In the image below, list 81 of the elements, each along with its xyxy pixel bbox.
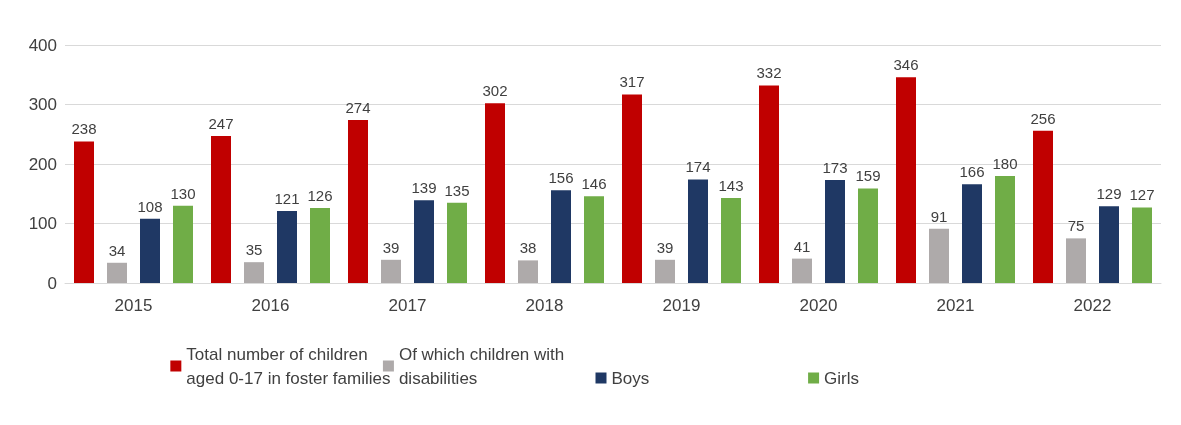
bar	[896, 77, 916, 283]
y-tick-label: 100	[28, 214, 57, 233]
bar	[995, 175, 1015, 283]
x-tick-label: 2016	[251, 296, 290, 315]
x-tick-label: 2020	[799, 296, 838, 315]
bar	[518, 260, 538, 283]
bar	[414, 200, 434, 283]
data-label: 332	[756, 64, 782, 82]
bar	[485, 103, 505, 283]
y-tick-label: 0	[47, 273, 57, 293]
bar	[74, 141, 94, 283]
x-tick-label: 2015	[114, 296, 153, 315]
bar	[381, 259, 401, 283]
data-label: 159	[855, 167, 881, 185]
bar	[107, 262, 127, 283]
bar	[858, 188, 878, 283]
data-label: 180	[992, 154, 1018, 172]
data-label: 274	[345, 98, 371, 116]
bar	[1066, 238, 1086, 283]
bar	[622, 94, 642, 283]
data-label: 156	[548, 169, 574, 187]
data-label: 143	[718, 176, 744, 194]
bar	[211, 136, 231, 283]
x-tick-label: 2017	[388, 296, 427, 315]
bar	[1099, 206, 1119, 283]
bar	[825, 180, 845, 283]
bar	[929, 228, 949, 283]
bar	[277, 211, 297, 283]
data-label: 130	[170, 184, 196, 202]
bar	[1132, 207, 1152, 283]
legend-label: Boys	[611, 368, 650, 388]
legend-label: Total number of children aged 0-17 in foster families	[186, 344, 391, 388]
bar	[792, 258, 812, 283]
data-label: 135	[444, 181, 470, 199]
x-tick-label: 2022	[1073, 296, 1112, 315]
data-label: 129	[1096, 185, 1122, 203]
bar	[551, 190, 571, 283]
data-label: 108	[137, 197, 163, 215]
bar	[447, 202, 467, 283]
bar	[584, 196, 604, 283]
data-label: 126	[307, 187, 333, 205]
data-label: 302	[482, 82, 508, 100]
bar	[759, 85, 779, 283]
bar	[962, 184, 982, 283]
data-label: 256	[1030, 109, 1056, 127]
data-label: 139	[411, 179, 437, 197]
x-tick-label: 2021	[936, 296, 975, 315]
bar	[688, 179, 708, 283]
data-label: 75	[1067, 217, 1085, 235]
bar	[348, 119, 368, 283]
bar	[655, 259, 675, 283]
data-label: 39	[382, 238, 400, 256]
data-label: 35	[245, 241, 263, 259]
bar	[173, 205, 193, 283]
data-label: 173	[822, 159, 848, 177]
data-label: 41	[793, 237, 811, 255]
data-label: 39	[656, 238, 674, 256]
data-label: 91	[930, 207, 948, 225]
x-tick-label: 2019	[662, 296, 701, 315]
data-label: 38	[519, 239, 537, 257]
legend-label: Girls	[824, 368, 860, 388]
data-label: 166	[959, 163, 985, 181]
data-label: 247	[208, 115, 234, 133]
data-label: 238	[71, 120, 97, 138]
bar	[721, 197, 741, 283]
bar	[140, 218, 160, 283]
data-label: 146	[581, 175, 607, 193]
y-tick-label: 400	[28, 35, 57, 55]
bar	[244, 262, 264, 283]
data-label: 317	[619, 73, 645, 91]
bar	[310, 208, 330, 283]
bar	[1033, 130, 1053, 283]
y-tick-label: 300	[28, 95, 57, 114]
data-label: 127	[1129, 186, 1155, 204]
legend-label: Of which children with disabilities	[398, 344, 569, 388]
y-tick-label: 200	[28, 154, 57, 174]
data-label: 121	[274, 190, 300, 208]
data-label: 346	[893, 56, 919, 74]
data-label: 174	[685, 158, 711, 176]
x-tick-label: 2018	[525, 296, 564, 315]
data-label: 34	[108, 241, 126, 259]
